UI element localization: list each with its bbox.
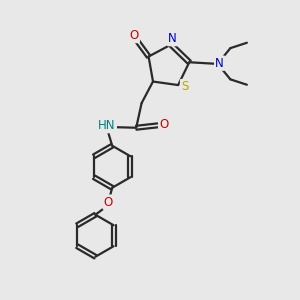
Text: HN: HN	[98, 119, 116, 132]
Text: S: S	[181, 80, 188, 93]
Text: O: O	[130, 29, 139, 42]
Text: N: N	[168, 32, 177, 45]
Text: O: O	[159, 118, 168, 131]
Text: O: O	[104, 196, 113, 208]
Text: N: N	[215, 57, 224, 70]
